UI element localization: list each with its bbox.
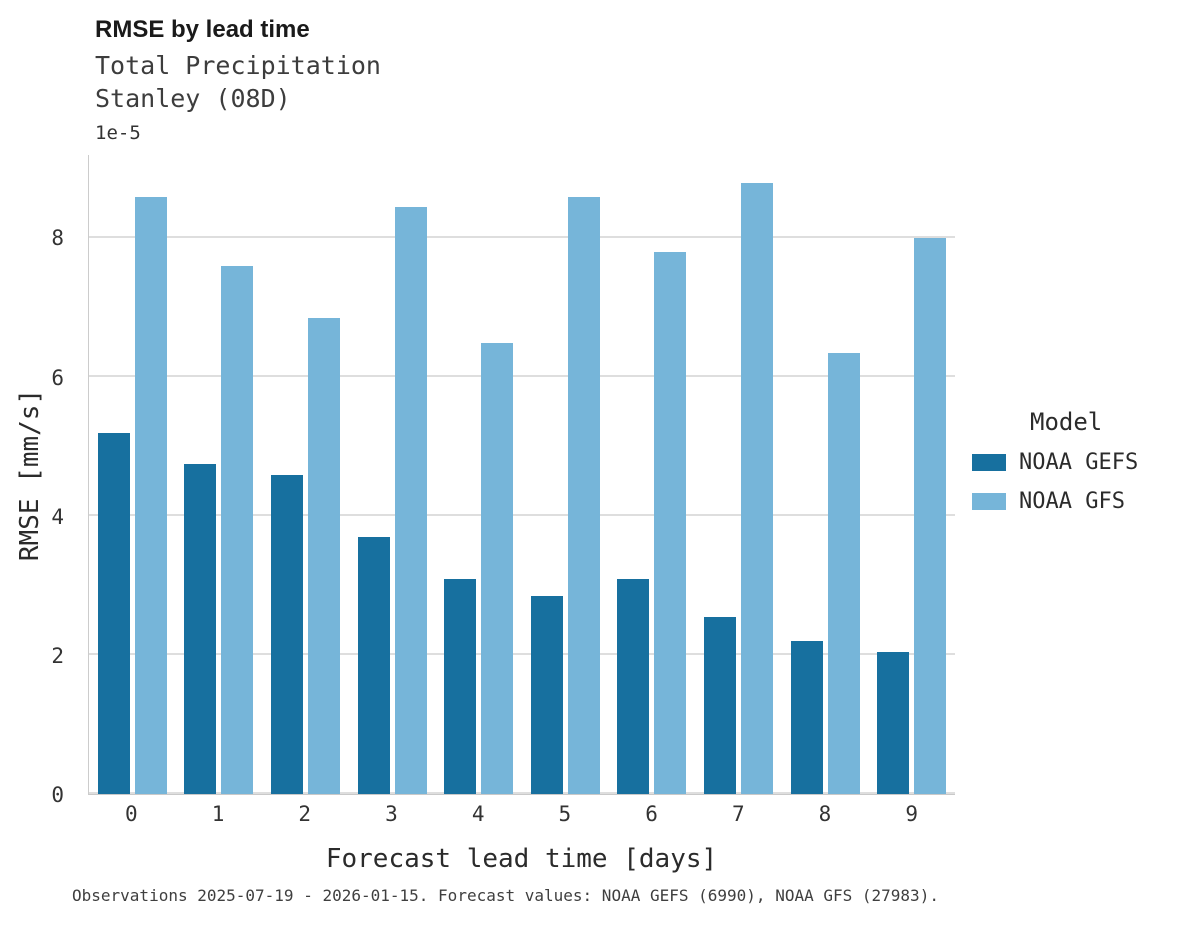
y-tick-label: 8	[51, 226, 64, 251]
x-tick-label: 0	[125, 802, 138, 826]
x-tick-label: 8	[818, 802, 832, 826]
x-tick-label: 4	[471, 802, 485, 826]
bar-noaa-gfs	[221, 266, 254, 794]
gridline	[89, 236, 955, 239]
gridline	[89, 792, 955, 794]
bar-noaa-gefs	[790, 641, 823, 794]
bar-noaa-gfs	[307, 318, 340, 794]
legend-swatch	[972, 493, 1006, 510]
bar-noaa-gefs	[97, 432, 130, 794]
y-tick-label: 4	[51, 504, 64, 529]
x-tick-label: 3	[385, 802, 398, 826]
bar-group	[89, 155, 176, 794]
caption: Observations 2025-07-19 - 2026-01-15. Fo…	[72, 886, 939, 905]
bar-noaa-gefs	[703, 616, 736, 794]
y-tick-label: 6	[51, 365, 64, 390]
bar-noaa-gefs	[270, 474, 303, 794]
gridline	[89, 375, 955, 378]
chart-subtitle: Total Precipitation Stanley (08D)	[95, 51, 381, 113]
legend: Model NOAA GEFS NOAA GFS	[972, 408, 1138, 528]
bar-noaa-gefs	[184, 464, 217, 794]
y-tick-labels: 0 2 4 6 8	[0, 155, 78, 807]
bar-group	[262, 155, 349, 794]
bar-group	[782, 155, 869, 794]
bar-groups	[89, 155, 955, 794]
x-tick-label: 2	[298, 802, 312, 826]
x-tick-label: 9	[905, 802, 918, 826]
bar-noaa-gefs	[357, 537, 390, 794]
legend-label: NOAA GFS	[1019, 489, 1125, 514]
x-axis-label: Forecast lead time [days]	[325, 844, 718, 874]
bar-group	[868, 155, 955, 794]
y-axis-offset-label: 1e-5	[95, 122, 141, 144]
legend-entry: NOAA GFS	[972, 489, 1138, 514]
x-tick-label: 6	[645, 802, 658, 826]
bar-noaa-gfs	[481, 342, 514, 794]
chart-title: RMSE by lead time	[95, 16, 310, 43]
gridline	[89, 653, 955, 656]
gridline	[89, 514, 955, 517]
bar-noaa-gfs	[394, 207, 427, 794]
bar-group	[522, 155, 609, 794]
legend-entry: NOAA GEFS	[972, 450, 1138, 475]
bar-group	[435, 155, 522, 794]
bar-noaa-gfs	[914, 238, 947, 794]
bar-noaa-gfs	[654, 252, 687, 794]
plot-area	[88, 155, 955, 795]
bar-noaa-gfs	[134, 196, 167, 794]
bar-noaa-gefs	[877, 651, 910, 794]
legend-title: Model	[1030, 408, 1103, 436]
bar-noaa-gefs	[617, 578, 650, 794]
bar-noaa-gfs	[567, 196, 600, 794]
y-tick-label: 0	[51, 783, 64, 807]
x-tick-labels: 0 1 2 3 4 5 6 7 8 9	[88, 802, 955, 834]
legend-entries: NOAA GEFS NOAA GFS	[972, 450, 1138, 514]
x-tick-label: 5	[558, 802, 572, 826]
bar-group	[176, 155, 263, 794]
bar-group	[695, 155, 782, 794]
x-tick-label: 7	[731, 802, 745, 826]
bar-noaa-gefs	[444, 578, 477, 794]
bar-group	[349, 155, 436, 794]
bar-group	[609, 155, 696, 794]
y-tick-label: 2	[51, 643, 64, 668]
x-tick-label: 1	[211, 802, 225, 826]
bar-noaa-gefs	[530, 596, 563, 794]
bar-noaa-gfs	[740, 182, 773, 794]
legend-label: NOAA GEFS	[1019, 450, 1139, 475]
legend-swatch	[972, 454, 1006, 471]
bar-noaa-gfs	[827, 352, 860, 794]
